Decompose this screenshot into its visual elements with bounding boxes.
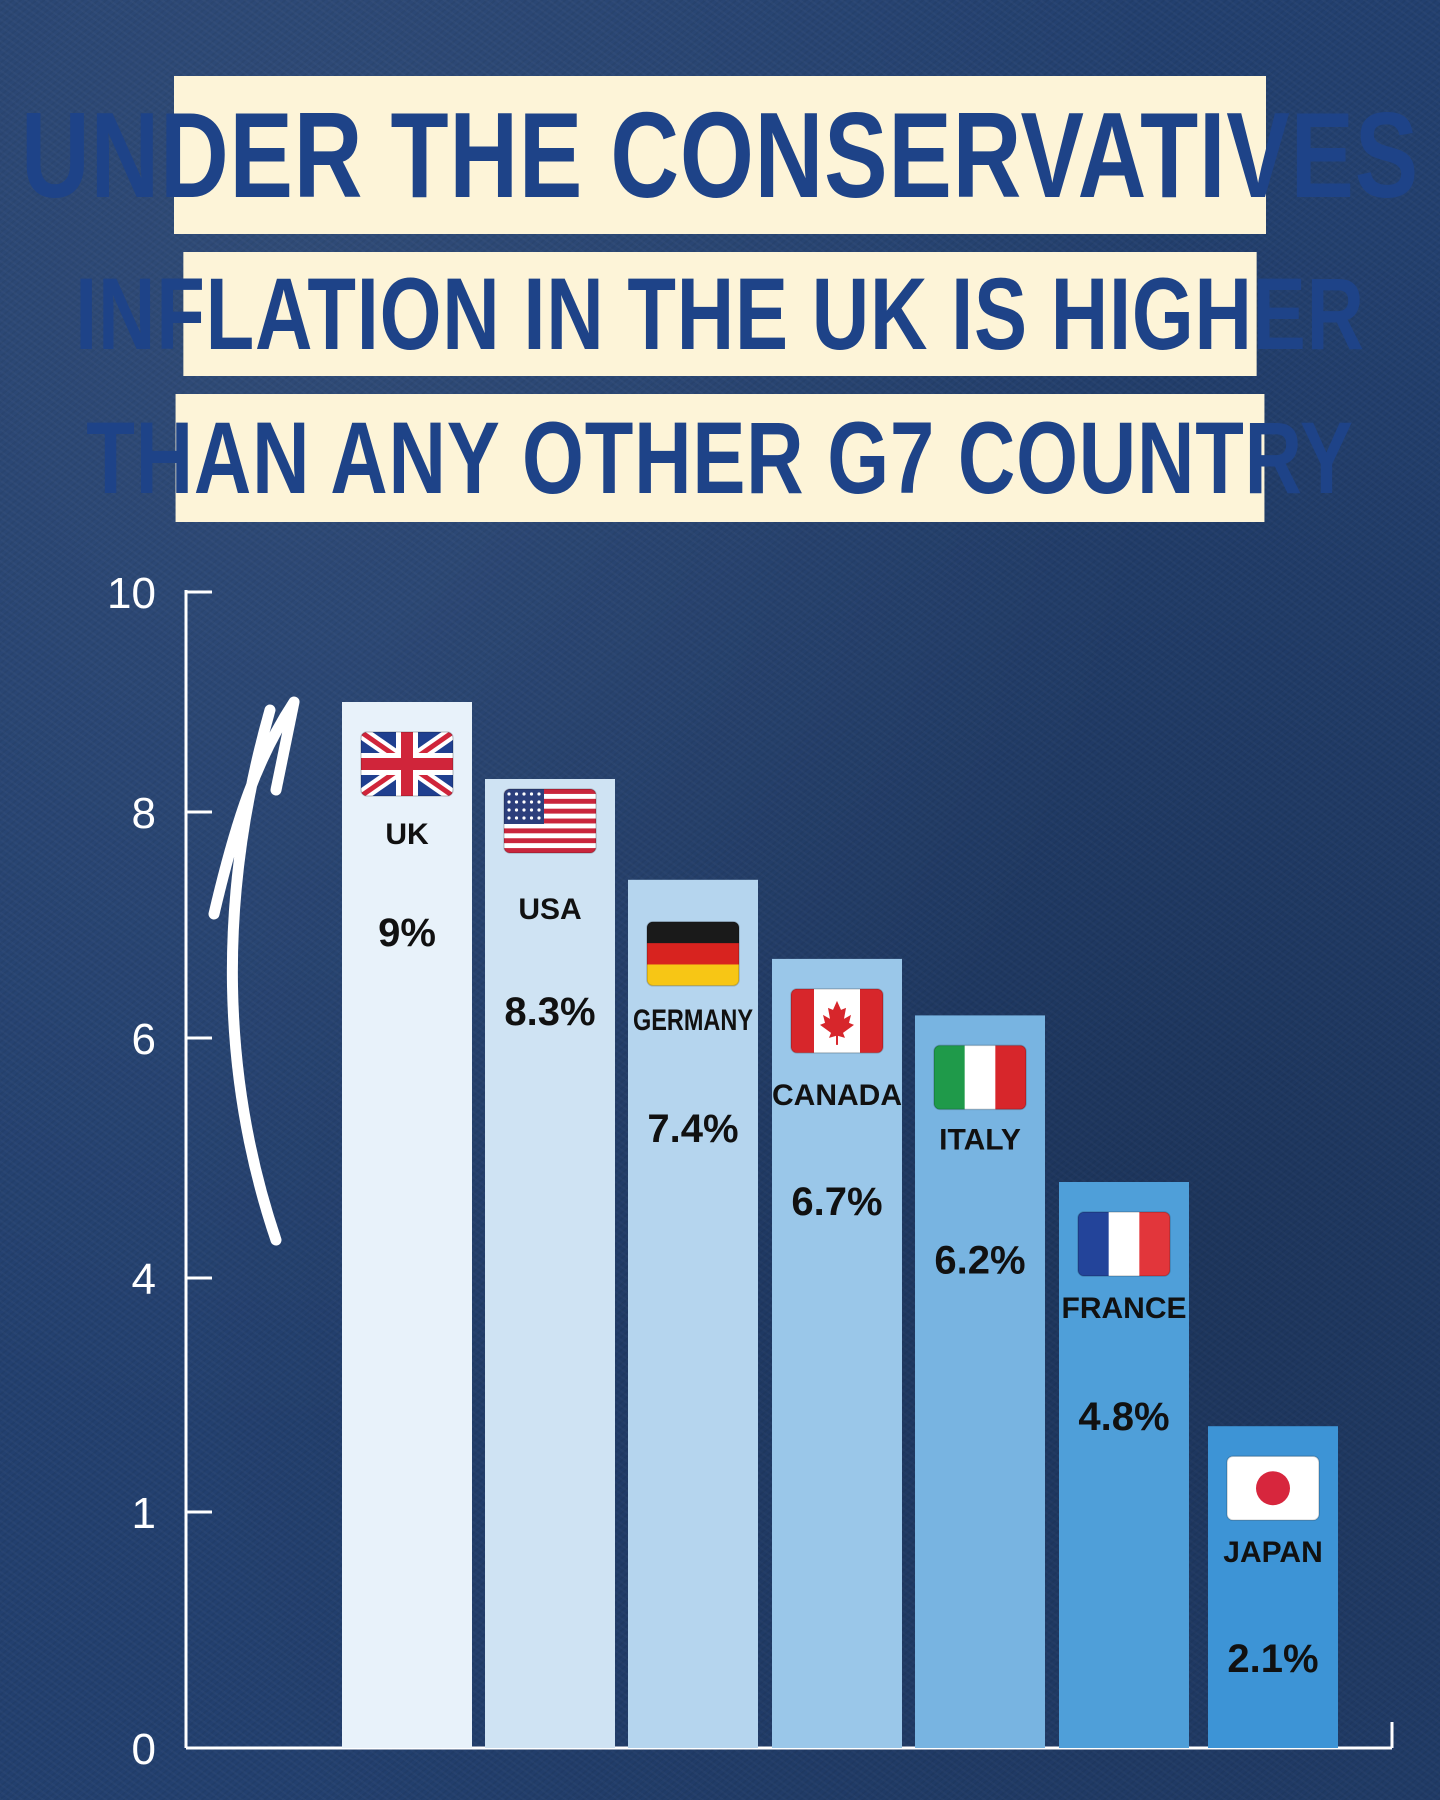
y-tick-label: 1 (132, 1489, 156, 1538)
japan-flag-icon (1226, 1455, 1320, 1521)
upward-arrow-annotation (208, 696, 300, 1246)
bar-uk (342, 702, 472, 1748)
category-label: GERMANY (633, 1004, 753, 1037)
flags-group (360, 731, 1320, 1521)
category-label: ITALY (939, 1123, 1021, 1156)
axis-group: 0 1 4 6 8 10 (107, 569, 1394, 1774)
bar-italy (915, 1015, 1045, 1748)
value-label: 7.4% (647, 1107, 738, 1151)
france-flag-icon (1077, 1211, 1171, 1277)
germany-flag-icon (646, 921, 740, 987)
bars-group (342, 702, 1338, 1748)
bar-germany (628, 879, 758, 1748)
category-label: UK (385, 818, 429, 851)
y-tick-label: 10 (107, 569, 156, 618)
value-label: 9% (378, 911, 436, 955)
bar-usa (485, 779, 615, 1748)
value-label: 4.8% (1078, 1395, 1169, 1439)
category-label: CANADA (772, 1079, 902, 1112)
value-label: 2.1% (1227, 1637, 1318, 1681)
bar-canada (772, 958, 902, 1748)
headline-line-2: INFLATION IN THE UK IS HIGHER (75, 252, 1364, 376)
category-label: FRANCE (1062, 1292, 1187, 1325)
uk-flag-icon (360, 731, 454, 797)
headline-line-1: UNDER THE CONSERVATIVES (21, 76, 1418, 234)
y-tick-label: 0 (132, 1725, 156, 1774)
labels-group: UK 9% USA 8.3% GERMANY 7.4% CANADA 6.7% ITALY 6.2… (378, 818, 1323, 1681)
y-tick-label: 4 (132, 1255, 156, 1304)
canada-flag-icon (790, 988, 884, 1054)
value-label: 6.2% (934, 1238, 1025, 1282)
usa-flag-icon (503, 788, 597, 854)
category-label: USA (518, 893, 581, 926)
value-label: 8.3% (504, 990, 595, 1034)
y-tick-label: 6 (132, 1015, 156, 1064)
italy-flag-icon (933, 1044, 1027, 1111)
bar-france (1059, 1182, 1189, 1748)
category-label: JAPAN (1223, 1536, 1322, 1569)
headline-line-3: THAN ANY OTHER G7 COUNTRY (86, 394, 1353, 522)
y-tick-label: 8 (132, 789, 156, 838)
value-label: 6.7% (791, 1180, 882, 1224)
